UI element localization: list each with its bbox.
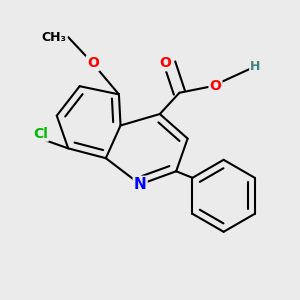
Text: CH₃: CH₃ — [42, 31, 67, 44]
Text: O: O — [159, 56, 171, 70]
Text: Cl: Cl — [33, 127, 48, 141]
Text: H: H — [250, 60, 260, 73]
Text: N: N — [134, 177, 147, 192]
Text: O: O — [209, 79, 221, 93]
Text: O: O — [87, 56, 99, 70]
